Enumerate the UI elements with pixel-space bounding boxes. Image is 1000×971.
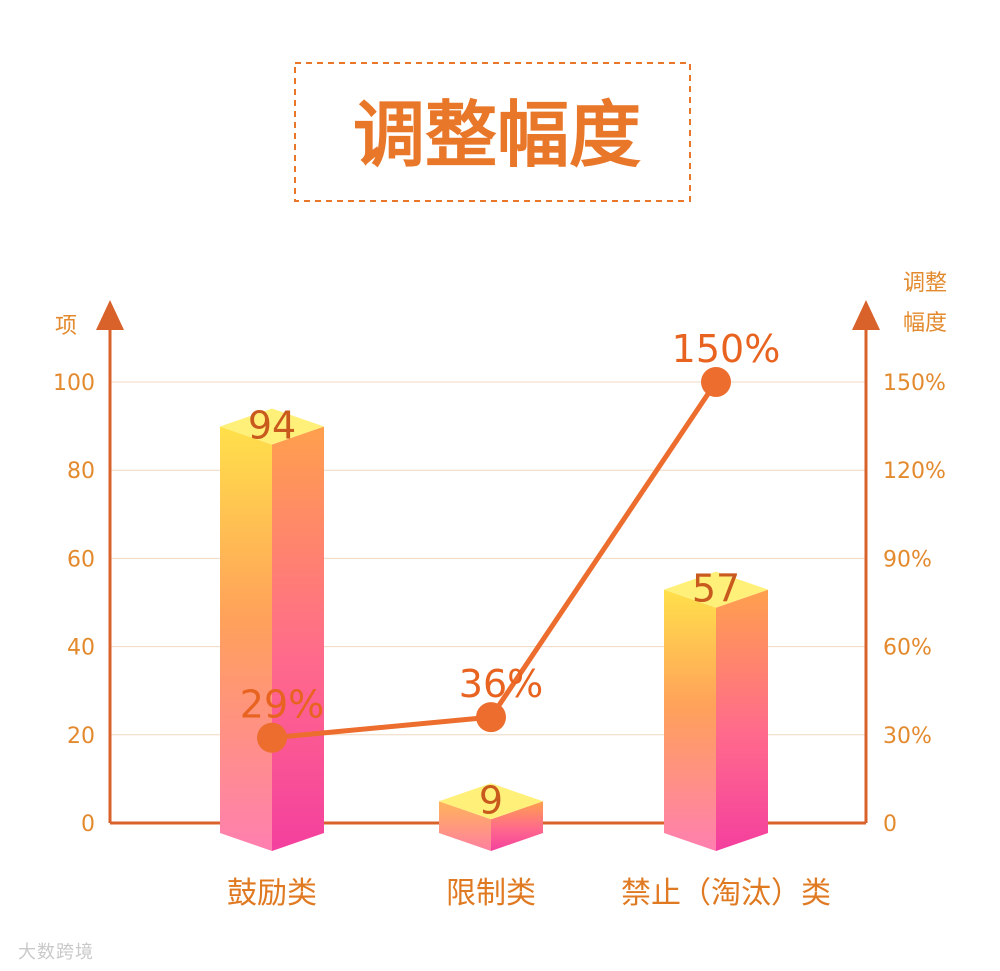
x-category-label: 鼓励类 [227,876,317,911]
y-axis-arrow [96,300,124,330]
labels: 94 9 57 29% 36% 150% 鼓励类 限制类 禁止（淘汰）类 [227,327,831,911]
bar [439,783,543,851]
y2-tick-label: 30% [883,724,932,749]
title-box: 调整幅度 [294,62,691,202]
bar-face-top [664,571,768,608]
y2-tick-label: 120% [883,459,946,484]
y-axis-title: 项 [55,314,77,339]
line-value-label: 150% [672,327,781,371]
x-category-label: 限制类 [446,876,536,911]
y-tick-label: 100 [53,371,95,396]
y2-tick-label: 90% [883,547,932,572]
y2-tick-label: 60% [883,636,932,661]
title-box-border [294,62,691,202]
bar-value-label: 94 [248,403,296,447]
bar-face-top [220,408,324,445]
line-series [257,367,731,753]
bar-face-right [272,426,324,851]
y-tick-label: 80 [67,459,95,484]
bar-face-top [439,783,543,820]
bar [220,408,324,851]
y2-tick-label: 0 [883,812,897,837]
line-point [257,722,287,753]
bar [664,571,768,851]
x-category-label: 禁止（淘汰）类 [621,876,831,911]
page-title: 调整幅度 [353,93,641,177]
bar-face-right [716,589,768,851]
watermark: 大数跨境 [18,942,94,963]
bar-face-left [664,589,716,851]
y2-tick-label: 150% [883,371,946,396]
bar-value-label: 9 [479,778,503,822]
y-tick-label: 0 [81,812,95,837]
bar-face-right [491,801,543,851]
y2-axis-arrow [852,300,880,330]
line-value-label: 29% [240,683,324,727]
axes: 0 20 40 60 80 100 0 30% 60% 90% 120% 150% 项 调整幅度 [53,271,947,837]
bar-value-label: 57 [692,567,740,611]
line-value-label: 36% [459,662,543,706]
y-tick-label: 60 [67,547,95,572]
bar-face-left [439,801,491,851]
y2-axis-title: 调整 [903,271,947,296]
y-tick-label: 20 [67,724,95,749]
line-point [476,702,506,733]
bar-face-left [220,426,272,851]
y2-axis-title: 幅度 [903,311,947,336]
y-tick-label: 40 [67,636,95,661]
line-point [701,367,731,397]
